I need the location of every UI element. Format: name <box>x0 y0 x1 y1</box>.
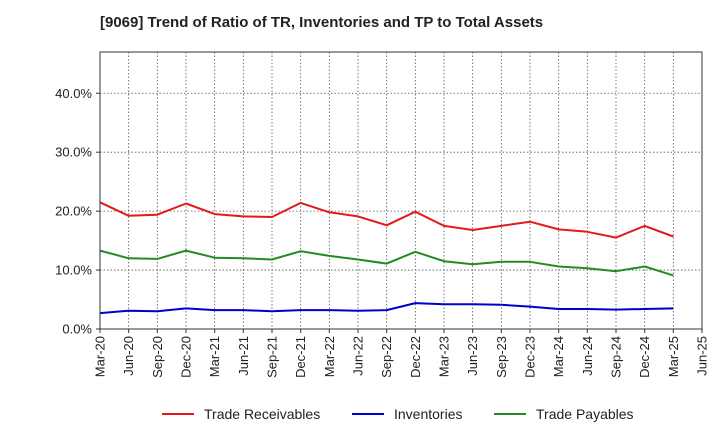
x-tick-label: Mar-22 <box>322 336 337 377</box>
y-tick-label: 30.0% <box>55 145 92 160</box>
series-line-trade-payables <box>99 249 674 277</box>
x-tick-label: Dec-20 <box>179 336 194 378</box>
x-tick-label: Dec-24 <box>637 336 652 378</box>
legend-item: Inventories <box>352 404 462 424</box>
legend-swatch <box>352 413 384 415</box>
x-axis-ticks: Mar-20 Jun-20 Sep-20 Dec-20 Mar-21 Jun-21 Sep-… <box>93 329 710 378</box>
y-tick-label: 0.0% <box>62 322 92 337</box>
y-tick-label: 20.0% <box>55 204 92 219</box>
x-tick-label: Sep-21 <box>265 336 280 378</box>
x-tick-label: Sep-23 <box>494 336 509 378</box>
x-tick-label: Mar-25 <box>666 336 681 377</box>
legend-item: Trade Payables <box>494 404 634 424</box>
x-tick-label: Sep-22 <box>379 336 394 378</box>
x-tick-label: Jun-22 <box>351 336 366 376</box>
y-tick-label: 40.0% <box>55 86 92 101</box>
x-tick-label: Mar-21 <box>207 336 222 377</box>
y-axis-ticks: 0.0% 10.0% 20.0% 30.0% 40.0% <box>55 86 100 337</box>
x-tick-label: Jun-21 <box>236 336 251 376</box>
x-tick-label: Jun-25 <box>695 336 710 376</box>
x-tick-label: Dec-23 <box>523 336 538 378</box>
legend-label: Trade Payables <box>536 406 634 422</box>
series-lines <box>99 201 674 315</box>
x-tick-label: Mar-23 <box>437 336 452 377</box>
x-tick-label: Sep-20 <box>150 336 165 378</box>
legend-item: Trade Receivables <box>162 404 320 424</box>
legend-label: Inventories <box>394 406 463 422</box>
x-tick-label: Jun-23 <box>465 336 480 376</box>
x-tick-label: Jun-24 <box>580 336 595 376</box>
y-tick-label: 10.0% <box>55 263 92 278</box>
legend: Trade Receivables Inventories Trade Payabl… <box>0 404 720 426</box>
x-tick-label: Mar-20 <box>93 336 108 377</box>
x-tick-label: Mar-24 <box>551 336 566 377</box>
x-tick-label: Jun-20 <box>121 336 136 376</box>
legend-swatch <box>494 413 526 415</box>
x-tick-label: Dec-22 <box>408 336 423 378</box>
legend-label: Trade Receivables <box>204 406 321 422</box>
series-line-inventories <box>99 302 674 315</box>
series-line-trade-receivables <box>99 201 674 239</box>
chart-title: [9069] Trend of Ratio of TR, Inventories… <box>100 14 544 31</box>
x-tick-label: Dec-21 <box>293 336 308 378</box>
grid-lines <box>100 52 702 329</box>
x-tick-label: Sep-24 <box>609 336 624 378</box>
legend-swatch <box>162 413 194 415</box>
plot-area-frame <box>99 51 703 330</box>
